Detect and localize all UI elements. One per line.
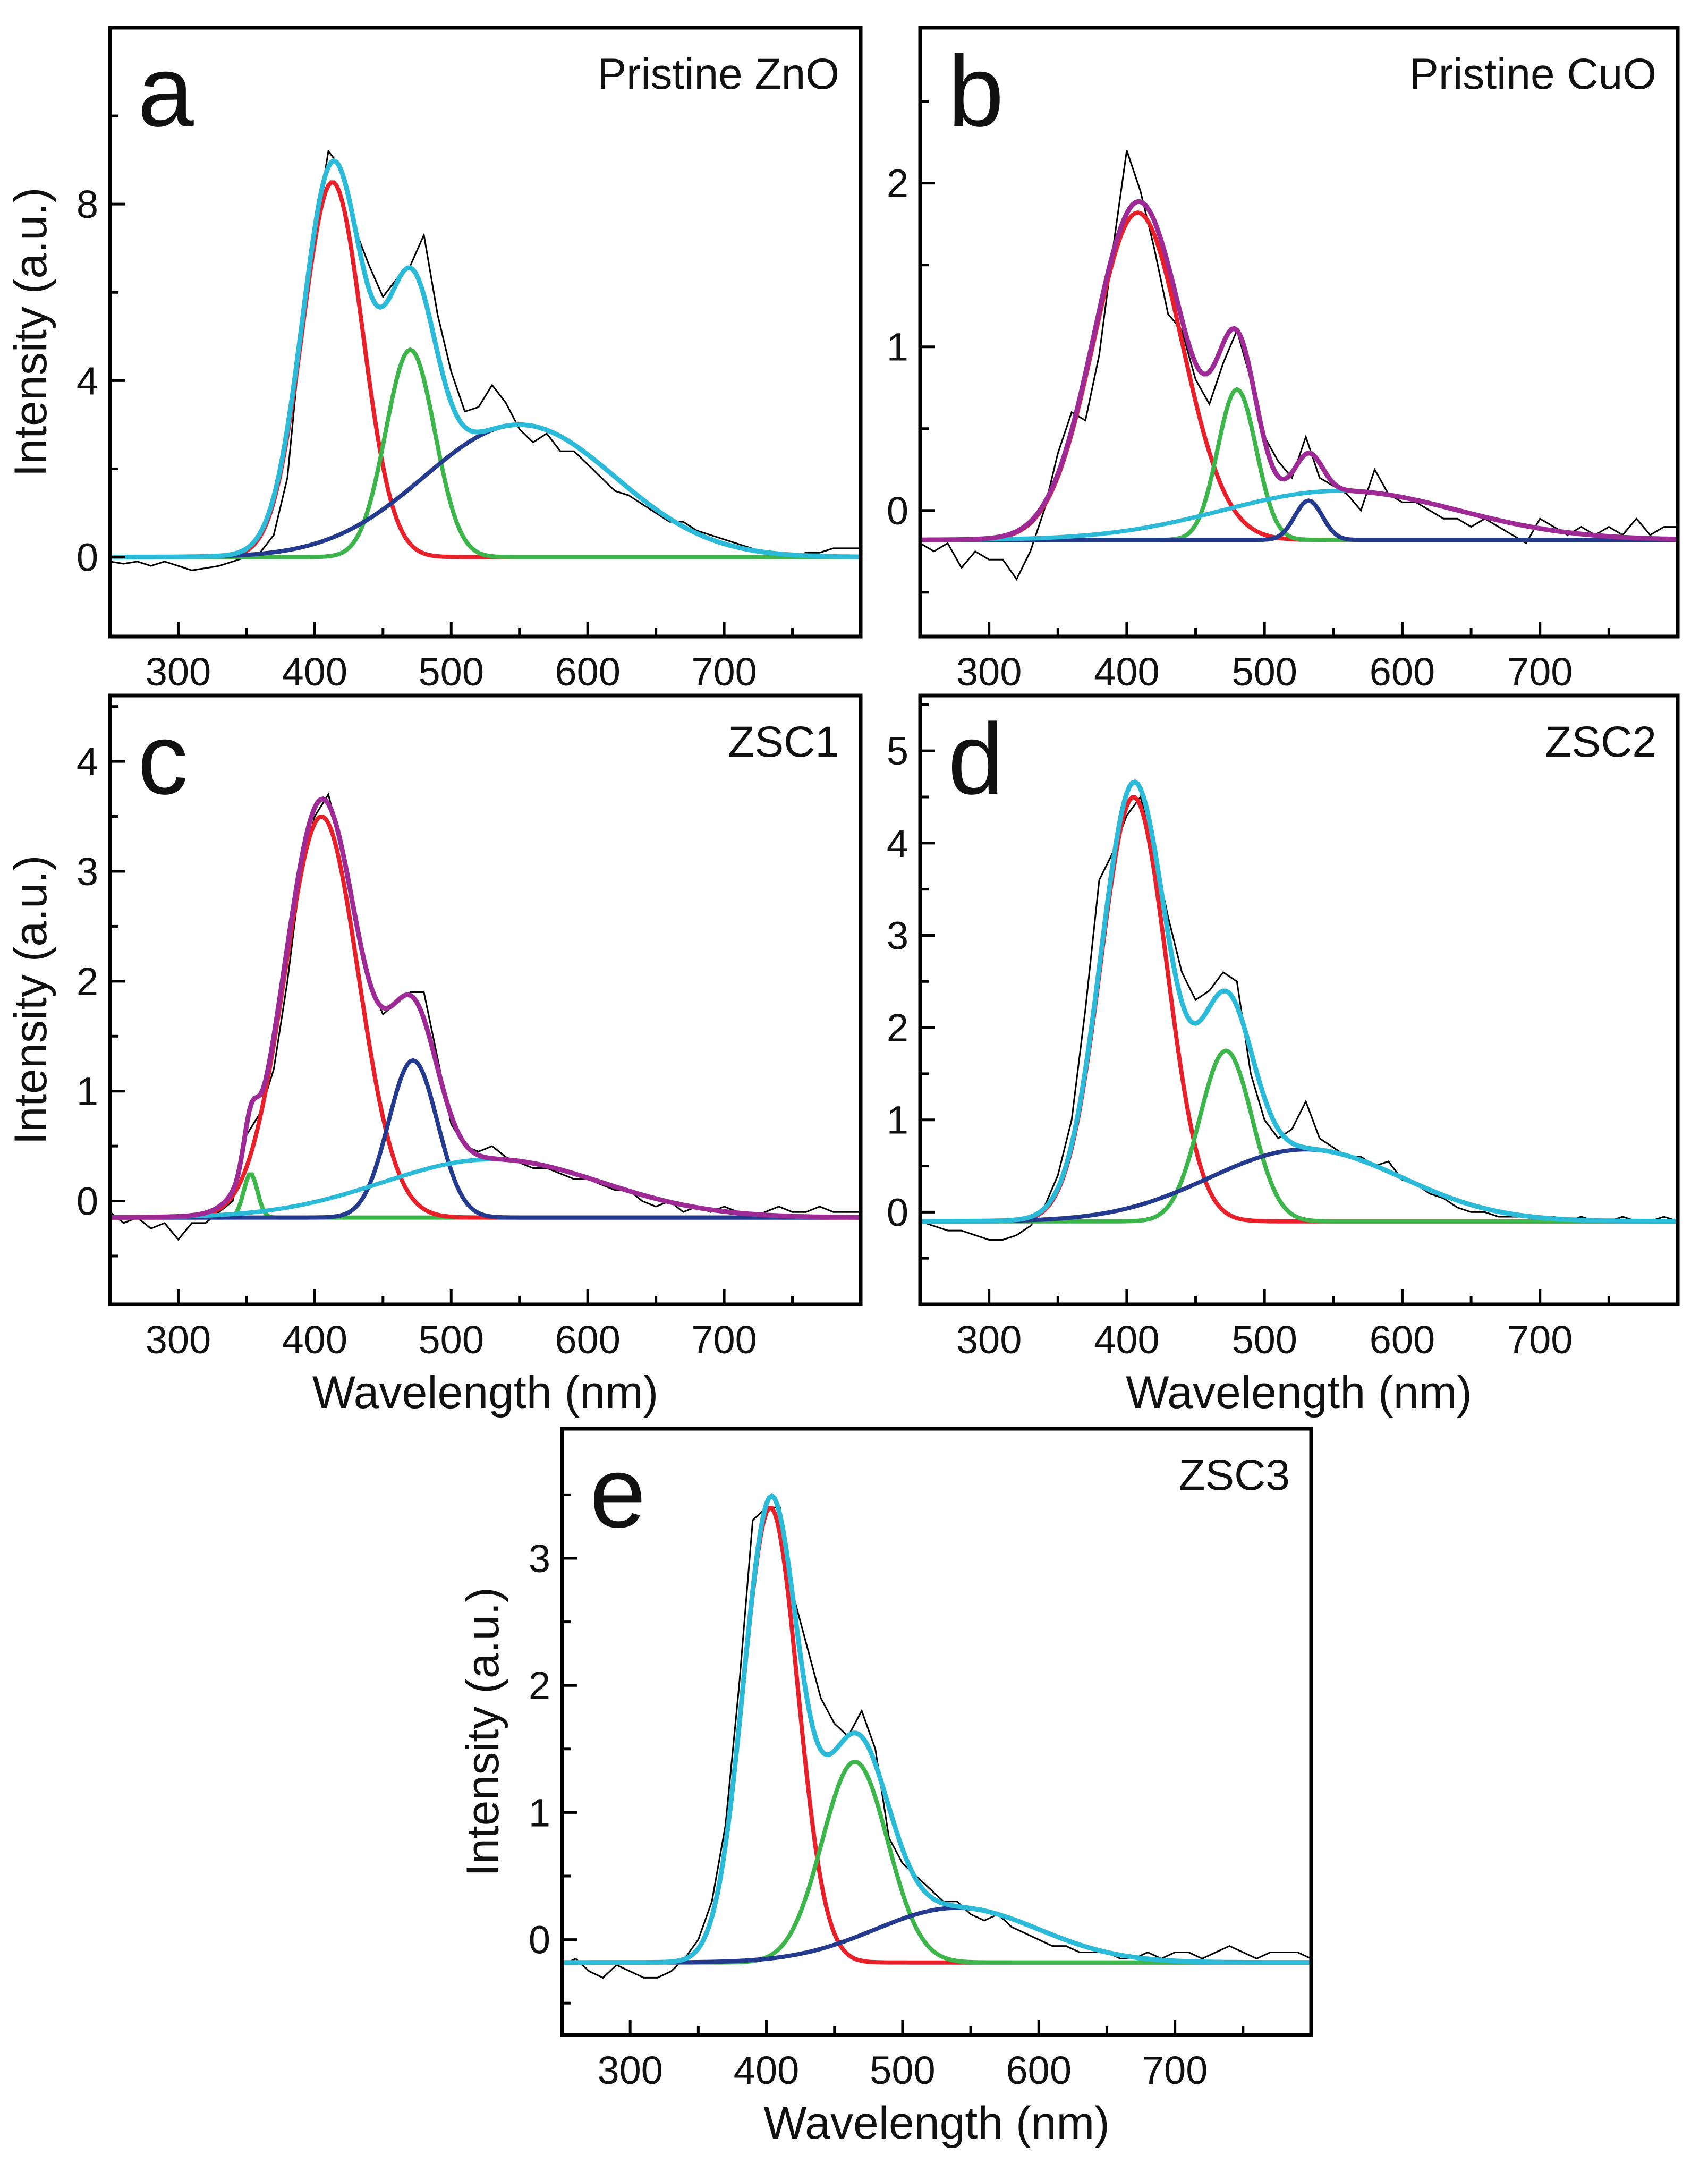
x-tick-label: 500 [419, 1318, 484, 1362]
y-tick-label: 0 [887, 1190, 908, 1234]
panel-a: 300 400 500 600 700 0 4 8a Pristine ZnO Intensity… [5, 26, 863, 694]
panel-letter: c [138, 703, 188, 816]
panel-letter: b [948, 35, 1004, 148]
panel-title: ZSC2 [1545, 718, 1656, 766]
measured-spectrum-line [562, 1506, 1311, 1979]
fit-envelope-line [562, 1492, 1311, 1965]
y-tick-label: 0 [529, 1918, 550, 1962]
x-tick-label: 600 [1006, 2048, 1072, 2092]
panel-title: ZSC1 [728, 718, 839, 766]
x-tick-label: 700 [691, 1318, 757, 1362]
fit-component-3-line [110, 1058, 861, 1220]
y-tick-label: 8 [77, 182, 98, 226]
y-tick-label: 4 [887, 821, 908, 866]
x-tick-label: 300 [597, 2048, 662, 2092]
panel-title: ZSC3 [1178, 1451, 1290, 1499]
measured-spectrum-line [110, 792, 861, 1241]
fit-envelope-line [110, 796, 861, 1220]
x-axis-label: Wavelength (nm) [763, 2098, 1110, 2149]
y-tick-label: 2 [887, 1006, 908, 1050]
x-tick-label: 400 [734, 2048, 799, 2092]
x-tick-label: 500 [419, 650, 484, 694]
y-tick-label: 2 [529, 1664, 550, 1708]
x-tick-label: 400 [1094, 650, 1159, 694]
y-tick-label: 1 [887, 1098, 908, 1142]
y-tick-label: 3 [887, 913, 908, 957]
fit-component-1-line [110, 1172, 861, 1220]
plot-area [110, 149, 861, 571]
panel-letter: e [590, 1436, 646, 1549]
y-tick-label: 4 [77, 740, 98, 784]
x-tick-label: 300 [146, 1318, 211, 1362]
y-tick-label: 3 [77, 850, 98, 894]
y-tick-label: 1 [529, 1791, 550, 1835]
panel-e: 300 400 500 600 700 0 1 2 3e ZSC3 Intensity (a.u.)… [457, 1427, 1313, 2149]
panel-letter: a [138, 35, 194, 148]
x-axis-label: Wavelength (nm) [312, 1367, 659, 1418]
y-tick-label: 1 [77, 1070, 98, 1114]
panel-letter: d [948, 703, 1004, 816]
x-tick-label: 500 [1231, 650, 1297, 694]
fit-envelope-line [920, 779, 1678, 1224]
x-tick-label: 600 [1370, 650, 1435, 694]
x-tick-label: 500 [870, 2048, 935, 2092]
measured-spectrum-line [920, 795, 1678, 1241]
y-tick-label: 0 [77, 1180, 98, 1224]
measured-spectrum-line [110, 149, 861, 571]
fit-component-2-line [562, 1760, 1311, 1965]
y-tick-label: 1 [887, 325, 908, 369]
plot-frame [918, 26, 1680, 639]
x-tick-label: 300 [146, 650, 211, 694]
plot-area [562, 1492, 1311, 1979]
fit-component-2-line [110, 347, 861, 559]
y-tick-label: 2 [887, 162, 908, 206]
panel-b: 300 400 500 600 700 0 1 2b Pristine CuO [887, 26, 1680, 694]
panel-c: 300 400 500 600 700 0 1 2 3 4 c ZSC1 Intensity (a.u.… [5, 693, 863, 1418]
y-tick-label: 5 [887, 729, 908, 773]
x-tick-label: 700 [691, 650, 757, 694]
panel-title: Pristine CuO [1409, 50, 1656, 98]
y-tick-label: 4 [77, 359, 98, 403]
plot-frame [560, 1427, 1313, 2037]
y-tick-label: 0 [77, 536, 98, 580]
y-axis-label: Intensity (a.u.) [457, 1587, 508, 1877]
x-tick-label: 600 [1370, 1318, 1435, 1362]
fit-envelope-line [920, 199, 1678, 542]
plot-area [110, 792, 861, 1241]
fit-component-1-line [920, 210, 1678, 542]
plot-area [920, 150, 1678, 581]
plot-frame [108, 693, 863, 1306]
y-tick-label: 3 [529, 1537, 550, 1581]
fit-component-1-line [920, 795, 1678, 1224]
x-tick-label: 600 [555, 650, 620, 694]
x-tick-label: 700 [1507, 1318, 1573, 1362]
x-tick-label: 400 [282, 650, 347, 694]
y-tick-label: 0 [887, 489, 908, 533]
x-tick-label: 300 [956, 650, 1022, 694]
x-axis-label: Wavelength (nm) [1126, 1367, 1472, 1418]
panel-title: Pristine ZnO [597, 50, 839, 98]
x-tick-label: 700 [1507, 650, 1573, 694]
fit-component-3-line [920, 1147, 1678, 1224]
fit-component-1-line [110, 180, 861, 559]
fit-envelope-line [110, 158, 861, 559]
y-tick-label: 2 [77, 960, 98, 1004]
x-tick-label: 300 [956, 1318, 1022, 1362]
y-axis-label: Intensity (a.u.) [5, 855, 56, 1145]
plot-frame [108, 26, 863, 639]
x-tick-label: 400 [1094, 1318, 1159, 1362]
x-tick-label: 400 [282, 1318, 347, 1362]
x-tick-label: 600 [555, 1318, 620, 1362]
x-tick-label: 500 [1231, 1318, 1297, 1362]
fit-component-3-line [110, 422, 861, 559]
plot-frame [918, 693, 1680, 1306]
x-tick-label: 700 [1142, 2048, 1208, 2092]
y-axis-label: Intensity (a.u.) [5, 188, 56, 477]
panel-d: 300 400 500 600 700 0 1 2 3 4 5 d ZSC2 Wavelength (nm… [887, 693, 1680, 1418]
plot-area [920, 779, 1678, 1241]
fit-component-2-line [920, 1048, 1678, 1224]
